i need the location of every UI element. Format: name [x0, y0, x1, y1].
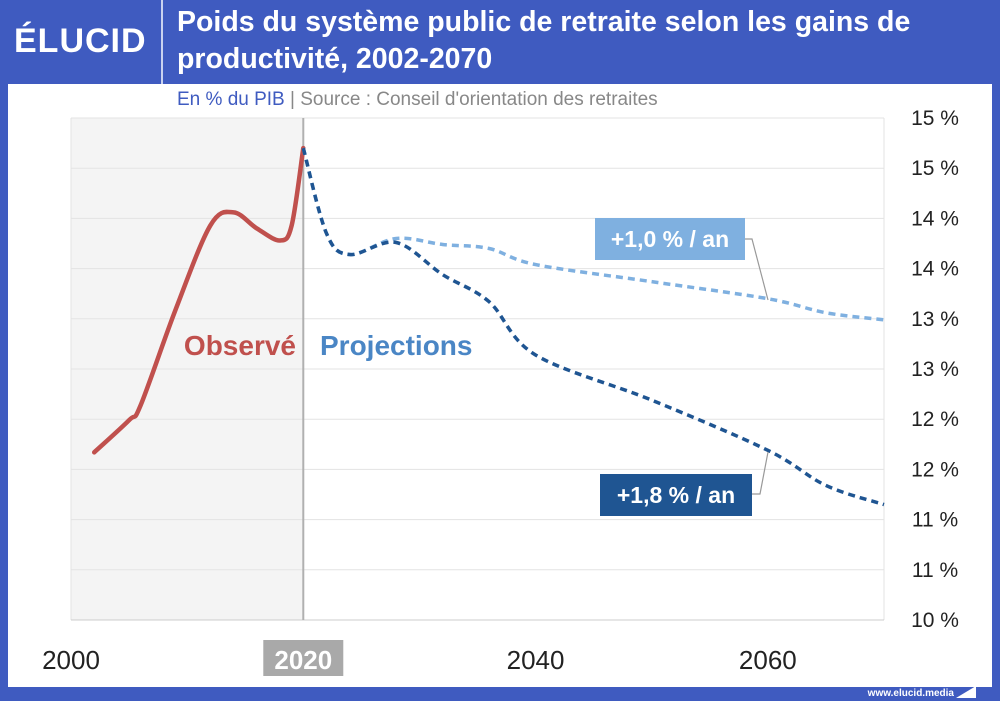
label-1-8: +1,8 % / an [617, 482, 735, 508]
x-tick-label: 2060 [739, 645, 797, 675]
chart-title: Poids du système public de retraite selo… [177, 6, 911, 75]
source-label: Source : Conseil d'orientation des retra… [300, 89, 658, 110]
y-tick-label: 11 % [912, 559, 958, 582]
label-1-0: +1,0 % / an [611, 226, 729, 252]
chart-subtitle: En % du PIB | Source : Conseil d'orienta… [177, 89, 658, 111]
y-tick-label: 13 % [911, 358, 959, 381]
subtitle-separator: | [290, 89, 295, 110]
y-tick-label: 13 % [911, 308, 959, 331]
y-tick-label: 14 % [911, 207, 959, 230]
header-divider [161, 0, 163, 84]
x-tick-label: 2040 [507, 645, 565, 675]
highlight-year-box [263, 640, 344, 676]
x-tick-label: 2000 [42, 645, 100, 675]
x-tick-label: 2020 [274, 645, 332, 675]
label-box-1-8 [600, 474, 752, 516]
y-tick-label: 11 % [912, 509, 958, 532]
series-observed-line [91, 145, 306, 455]
series-1-0-line [301, 147, 885, 322]
y-tick-label: 15 % [911, 157, 959, 180]
elucid-mark-icon [956, 686, 976, 698]
projections-label: Projections [320, 330, 472, 361]
unit-label: En % du PIB [177, 89, 285, 110]
y-tick-label: 12 % [911, 458, 959, 481]
label-box-1-0 [595, 218, 745, 260]
label-leader-1-8 [752, 451, 769, 495]
footer-url[interactable]: www.elucid.media [867, 688, 954, 699]
series-1-8-line [301, 147, 885, 507]
observed-label: Observé [184, 330, 296, 361]
y-tick-label: 15 % [911, 107, 959, 130]
y-tick-label: 12 % [911, 408, 959, 431]
y-tick-label: 14 % [911, 258, 959, 281]
y-tick-label: 10 % [911, 609, 959, 632]
elucid-logo: ÉLUCID [14, 22, 147, 60]
label-leader-1-0 [745, 238, 769, 301]
